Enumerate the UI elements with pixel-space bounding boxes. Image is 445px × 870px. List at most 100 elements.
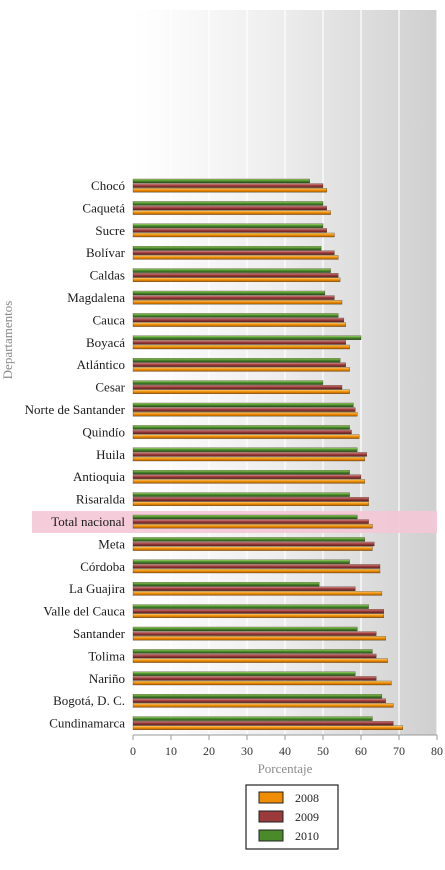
- bar-2008: [132, 613, 384, 618]
- category-label: Norte de Santander: [25, 402, 126, 417]
- bar-2009: [132, 586, 356, 591]
- bar-2010: [132, 335, 362, 340]
- bar-2010: [132, 604, 369, 609]
- bar-2010: [132, 290, 326, 296]
- bar-2008: [132, 591, 383, 596]
- category-group: [132, 178, 327, 193]
- bar-2009: [132, 452, 367, 457]
- legend-swatch-2010: [258, 829, 284, 842]
- bar-2008: [132, 501, 369, 506]
- category-group: [132, 402, 358, 417]
- bar-2010: [132, 559, 350, 564]
- bar-2010: [132, 447, 358, 452]
- x-tick-label: 70: [393, 744, 405, 758]
- bar-2008: [132, 389, 350, 394]
- x-tick-label: 0: [130, 744, 136, 758]
- category-labels: Chocó Caquetá Sucre Bolívar Caldas Magdalena C…: [25, 178, 126, 731]
- bar-2010: [132, 537, 365, 542]
- category-group: [132, 470, 365, 484]
- bar-2010: [132, 268, 331, 273]
- bar-2009: [132, 205, 327, 211]
- bar-2009: [132, 407, 356, 412]
- category-group: [132, 335, 362, 350]
- bar-2008: [132, 524, 373, 529]
- category-label: Bogotá, D. C.: [53, 693, 125, 708]
- category-label: Cesar: [95, 380, 125, 395]
- category-label: Cundinamarca: [49, 716, 125, 731]
- category-group: [132, 514, 373, 529]
- category-group: [132, 626, 386, 641]
- x-axis: 0 10 20 30 40 50 60 70 80: [130, 734, 443, 758]
- bar-2008: [132, 344, 350, 350]
- category-label: La Guajira: [69, 581, 125, 596]
- bar-2010: [132, 402, 354, 408]
- bar-2009: [132, 385, 343, 390]
- bar-2009: [132, 228, 327, 233]
- bar-2009: [132, 183, 324, 188]
- category-group: [132, 380, 350, 394]
- bar-2010: [132, 313, 339, 318]
- category-label: Valle del Cauca: [43, 604, 125, 619]
- category-label: Caquetá: [82, 200, 125, 215]
- category-label: Boyacá: [86, 335, 125, 350]
- bar-2009: [132, 564, 381, 569]
- category-group: [132, 582, 383, 596]
- bar-2008: [132, 210, 331, 215]
- bar-2008: [132, 568, 381, 574]
- bar-2009: [132, 295, 335, 300]
- bar-2009: [132, 653, 377, 659]
- legend-swatch-2009: [258, 810, 284, 823]
- category-group: [132, 694, 394, 708]
- bar-2010: [132, 470, 350, 475]
- category-label: Sucre: [95, 223, 125, 238]
- bar-2008: [132, 255, 339, 260]
- category-group: [132, 492, 369, 506]
- bar-2009: [132, 721, 394, 726]
- x-tick-label: 30: [241, 744, 253, 758]
- category-label: Caldas: [90, 268, 125, 283]
- category-group: [132, 425, 360, 439]
- bar-2008: [132, 703, 394, 708]
- legend-label-2010: 2010: [295, 829, 319, 843]
- bar-2009: [132, 631, 377, 636]
- x-tick-label: 10: [165, 744, 177, 758]
- category-group: [132, 649, 388, 663]
- bar-2010: [132, 201, 324, 206]
- bar-2010: [132, 694, 383, 699]
- bar-2009: [132, 519, 369, 524]
- bar-2009: [132, 497, 369, 502]
- bar-2008: [132, 232, 335, 238]
- category-label: Cauca: [93, 312, 126, 327]
- bar-2010: [132, 649, 373, 654]
- category-label: Atlántico: [77, 357, 125, 372]
- bar-2008: [132, 300, 343, 305]
- bar-2009: [132, 362, 346, 367]
- category-group: [132, 716, 403, 730]
- bar-2008: [132, 434, 360, 439]
- category-group: [132, 223, 335, 238]
- x-tick-label: 20: [203, 744, 215, 758]
- legend-swatch-2008: [258, 791, 284, 804]
- bar-2008: [132, 412, 358, 417]
- category-label: Tolima: [88, 648, 125, 663]
- bar-2008: [132, 680, 392, 686]
- category-label: Bolívar: [86, 245, 126, 260]
- bar-2008: [132, 456, 365, 462]
- bar-2009: [132, 541, 375, 547]
- bar-2008: [132, 546, 373, 551]
- bar-2009: [132, 698, 386, 703]
- category-group: [132, 246, 339, 260]
- bar-2010: [132, 582, 320, 587]
- bar-2010: [132, 626, 358, 632]
- legend-label-2008: 2008: [295, 791, 319, 805]
- bar-2009: [132, 609, 384, 614]
- bars: [132, 178, 403, 730]
- x-axis-title: Porcentaje: [258, 761, 313, 776]
- category-label: Total nacional: [51, 514, 125, 529]
- bar-2008: [132, 725, 403, 730]
- category-label: Magdalena: [67, 290, 125, 305]
- category-group: [132, 447, 367, 462]
- bar-2009: [132, 340, 346, 345]
- category-label: Córdoba: [80, 559, 125, 574]
